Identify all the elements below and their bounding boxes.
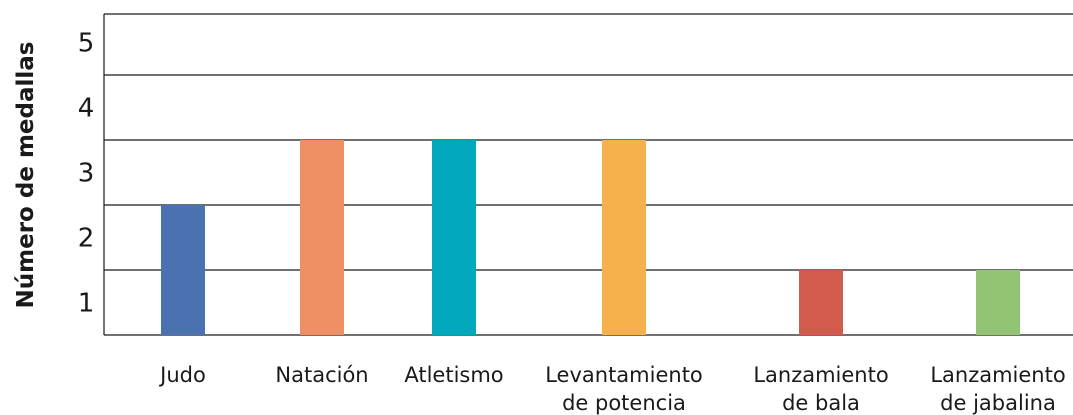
y-tick-labels: 1 2 3 4 5	[78, 29, 95, 319]
x-category-label: Natación	[275, 363, 368, 387]
x-category-label: Atletismo	[404, 363, 503, 387]
x-category-label: Lanzamiento de bala	[753, 363, 888, 415]
bar	[976, 270, 1020, 335]
y-tick-label: 1	[78, 289, 95, 319]
bars	[161, 140, 1020, 335]
bar	[161, 205, 205, 335]
x-category-label: Judo	[158, 363, 206, 387]
x-category-label: Lanzamiento de jabalina	[930, 363, 1065, 415]
y-tick-label: 2	[78, 224, 95, 254]
y-tick-label: 4	[78, 94, 95, 124]
y-tick-label: 3	[78, 159, 95, 189]
x-category-labels: Judo Natación Atletismo Levantamiento de pot…	[158, 363, 1066, 415]
bar	[300, 140, 344, 335]
y-tick-label: 5	[78, 29, 95, 59]
bar	[602, 140, 646, 335]
gridlines	[103, 13, 1073, 336]
y-axis-label: Número de medallas	[13, 42, 39, 309]
bar	[799, 270, 843, 335]
bar	[432, 140, 476, 335]
x-category-label: Levantamiento de potencia	[545, 363, 703, 415]
